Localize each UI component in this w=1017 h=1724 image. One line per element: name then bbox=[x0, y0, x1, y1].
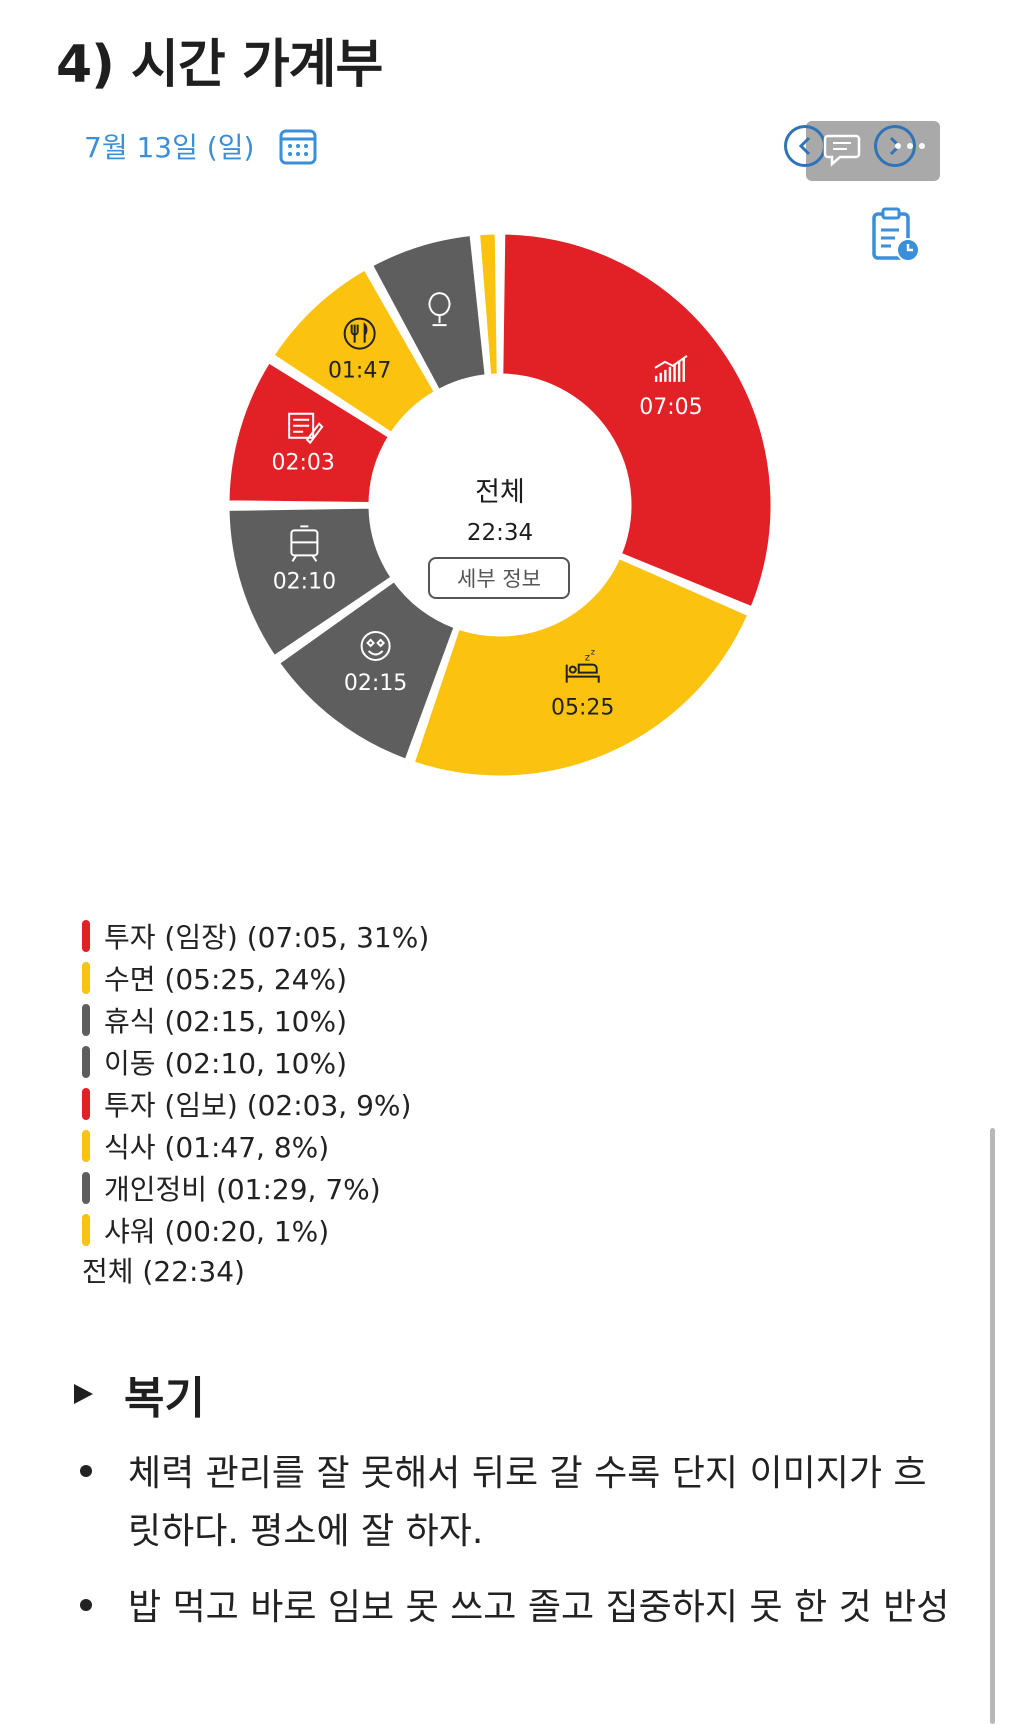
segment-time-label: 01:47 bbox=[328, 359, 391, 384]
more-icon[interactable] bbox=[888, 136, 932, 156]
legend-swatch bbox=[82, 1214, 90, 1246]
center-total-time: 22:34 bbox=[466, 520, 534, 546]
scrollbar[interactable] bbox=[990, 1128, 995, 1724]
legend-swatch bbox=[82, 1046, 90, 1078]
legend-label: 휴식 (02:15, 10%) bbox=[104, 1005, 347, 1038]
report-pen-icon bbox=[288, 412, 324, 445]
legend-swatch bbox=[82, 1004, 90, 1036]
legend-label: 투자 (임보) (02:03, 9%) bbox=[104, 1089, 412, 1122]
segment-time-label: 02:03 bbox=[271, 451, 334, 476]
list-item: 체력 관리를 잘 못해서 뒤로 갈 수록 단지 이미지가 흐릿하다. 평소에 잘… bbox=[70, 1445, 950, 1561]
legend-item: 수면 (05:25, 24%) bbox=[82, 957, 429, 999]
legend-label: 투자 (임장) (07:05, 31%) bbox=[104, 921, 430, 954]
date-label[interactable]: 7월 13일 (일) bbox=[84, 131, 255, 164]
date-selector[interactable]: 7월 13일 (일) bbox=[84, 126, 318, 166]
bullet-dot bbox=[80, 1599, 92, 1611]
donut-segment[interactable] bbox=[226, 505, 394, 659]
legend-item: 개인정비 (01:29, 7%) bbox=[82, 1167, 429, 1209]
legend-label: 이동 (02:10, 10%) bbox=[104, 1047, 347, 1080]
bed-icon: zz bbox=[565, 648, 600, 683]
calendar-icon[interactable] bbox=[278, 126, 318, 166]
detail-info-button[interactable]: 세부 정보 bbox=[428, 557, 570, 599]
review-toggle[interactable]: 복기 bbox=[70, 1362, 205, 1426]
donut-segment[interactable] bbox=[370, 233, 488, 392]
donut-segment[interactable] bbox=[500, 231, 774, 610]
segment-time-label: 05:25 bbox=[551, 696, 614, 721]
prev-day-button[interactable] bbox=[784, 125, 826, 167]
section-heading: 4) 시간 가계부 bbox=[56, 35, 383, 95]
chart-legend: 투자 (임장) (07:05, 31%) 수면 (05:25, 24%) 휴식 (0… bbox=[82, 915, 429, 1293]
donut-segment[interactable] bbox=[226, 360, 391, 505]
donut-segment[interactable] bbox=[477, 231, 500, 377]
list-item-text: 체력 관리를 잘 못해서 뒤로 갈 수록 단지 이미지가 흐릿하다. 평소에 잘… bbox=[128, 1453, 927, 1552]
legend-swatch bbox=[82, 1130, 90, 1162]
smiley-icon bbox=[360, 630, 391, 661]
legend-item: 식사 (01:47, 8%) bbox=[82, 1125, 429, 1167]
legend-item: 이동 (02:10, 10%) bbox=[82, 1041, 429, 1083]
legend-item: 휴식 (02:15, 10%) bbox=[82, 999, 429, 1041]
time-donut-chart: 07:05 zz 05:25 02:15 02:10 02:03 01:47 bbox=[226, 231, 774, 779]
svg-text:z: z bbox=[591, 648, 595, 657]
train-icon bbox=[290, 525, 319, 562]
mirror-icon bbox=[428, 292, 451, 327]
donut-segment[interactable] bbox=[411, 555, 751, 779]
donut-segment[interactable] bbox=[277, 578, 457, 762]
segment-time-label: 02:15 bbox=[344, 671, 407, 696]
legend-swatch bbox=[82, 1172, 90, 1204]
legend-swatch bbox=[82, 1088, 90, 1120]
list-item: 밥 먹고 바로 임보 못 쓰고 졸고 집중하지 못 한 것 반성 bbox=[70, 1579, 950, 1637]
legend-label: 식사 (01:47, 8%) bbox=[104, 1131, 330, 1164]
legend-item: 투자 (임장) (07:05, 31%) bbox=[82, 915, 429, 957]
bullet-dot bbox=[80, 1465, 92, 1477]
growth-chart-icon bbox=[654, 355, 688, 382]
legend-label: 샤워 (00:20, 1%) bbox=[104, 1215, 330, 1248]
review-title: 복기 bbox=[124, 1373, 205, 1424]
legend-item: 투자 (임보) (02:03, 9%) bbox=[82, 1083, 429, 1125]
donut-segment[interactable] bbox=[271, 267, 437, 435]
comment-icon[interactable] bbox=[822, 132, 862, 168]
review-list: 체력 관리를 잘 못해서 뒤로 갈 수록 단지 이미지가 흐릿하다. 평소에 잘… bbox=[70, 1445, 950, 1655]
svg-text:z: z bbox=[585, 653, 590, 664]
legend-item: 샤워 (00:20, 1%) bbox=[82, 1209, 429, 1251]
chevron-left-icon bbox=[798, 136, 811, 156]
center-title: 전체 bbox=[475, 477, 525, 508]
comment-toolbar bbox=[806, 121, 940, 181]
segment-time-label: 02:10 bbox=[273, 569, 336, 594]
toggle-triangle-icon[interactable] bbox=[70, 1381, 96, 1407]
legend-swatch bbox=[82, 962, 90, 994]
legend-label: 개인정비 (01:29, 7%) bbox=[104, 1173, 381, 1206]
utensils-icon bbox=[343, 317, 376, 350]
clipboard-clock-icon[interactable] bbox=[870, 206, 922, 264]
segment-time-label: 07:05 bbox=[639, 395, 702, 420]
legend-swatch bbox=[82, 920, 90, 952]
list-item-text: 밥 먹고 바로 임보 못 쓰고 졸고 집중하지 못 한 것 반성 bbox=[128, 1587, 950, 1628]
legend-total: 전체 (22:34) bbox=[82, 1255, 245, 1288]
legend-label: 수면 (05:25, 24%) bbox=[104, 963, 347, 996]
